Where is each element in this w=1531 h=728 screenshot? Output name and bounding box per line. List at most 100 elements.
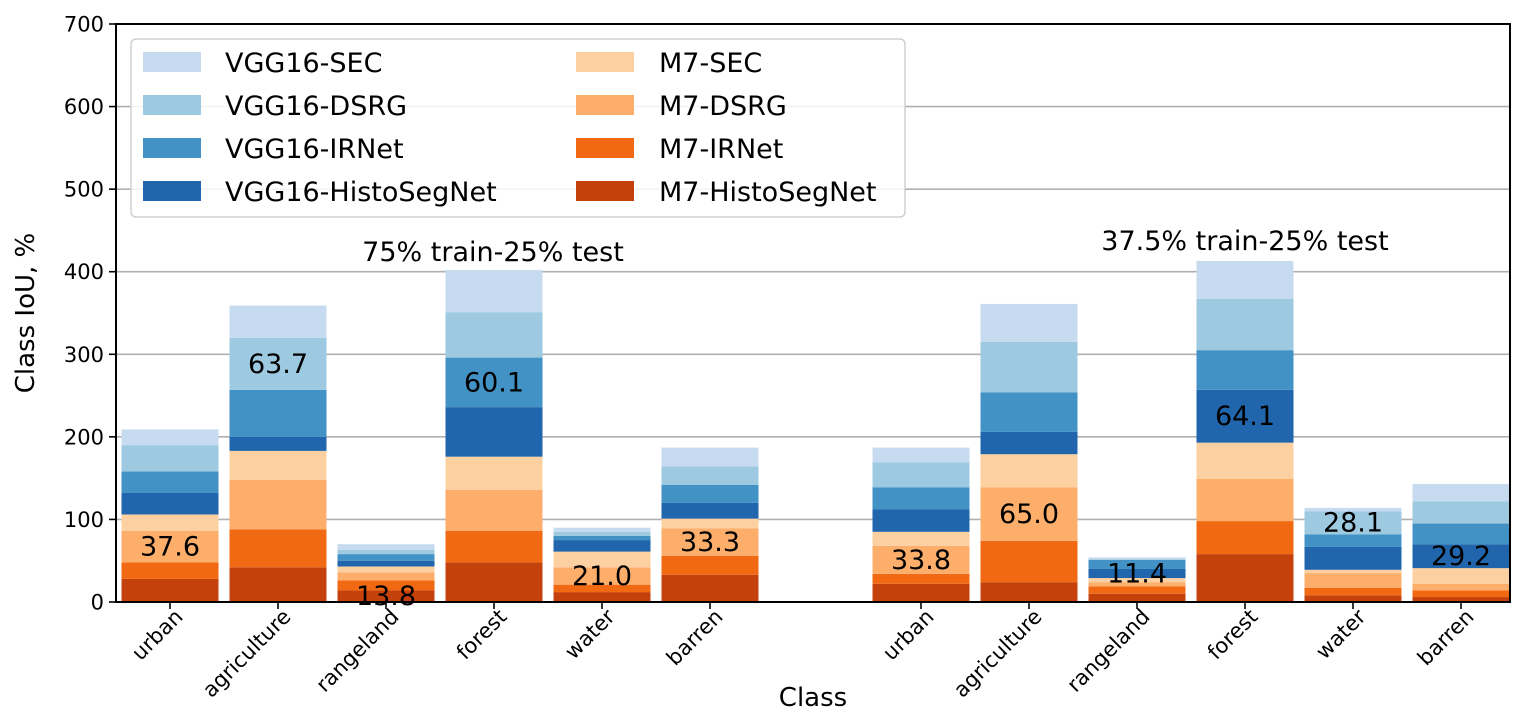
bar-vgg16-sec-water [553, 527, 651, 532]
bar-m7-sec-urban [121, 514, 219, 531]
bar-vgg16-histosegnet-barren [1412, 544, 1510, 569]
bar-m7-irnet-agriculture [980, 540, 1078, 583]
data-label: 29.2 [1431, 541, 1491, 572]
bar-m7-irnet-rangeland [337, 580, 435, 591]
x-tick-label: urban [127, 605, 187, 665]
bar-vgg16-sec-agriculture [980, 303, 1078, 342]
bar-vgg16-sec-barren [661, 447, 759, 467]
bar-m7-dsrg-agriculture [229, 479, 327, 530]
bar-vgg16-histosegnet-urban [872, 509, 970, 532]
group-titles: 75% train-25% test 37.5% train-25% test [362, 226, 1389, 268]
bar-vgg16-histosegnet-agriculture [229, 436, 327, 451]
bar-vgg16-dsrg-forest [445, 312, 543, 358]
bar-m7-histosegnet-agriculture [980, 582, 1078, 602]
bar-m7-dsrg-forest [1196, 478, 1294, 522]
bar-vgg16-dsrg-water [553, 531, 651, 536]
bar-vgg16-histosegnet-forest [1196, 389, 1294, 443]
y-axis-ticks: 0 100 200 300 400 500 600 700 [64, 13, 116, 615]
legend-swatch-vgg16-sec [143, 52, 201, 72]
bar-vgg16-irnet-water [553, 535, 651, 541]
bar-m7-histosegnet-urban [872, 583, 970, 602]
bar-vgg16-irnet-urban [121, 471, 219, 494]
bar-m7-sec-agriculture [980, 454, 1078, 488]
y-tick-label: 600 [64, 95, 104, 119]
legend-label-m7-sec: M7-SEC [659, 48, 762, 79]
y-tick-label: 200 [64, 425, 104, 449]
data-label: 33.8 [891, 545, 951, 576]
bar-m7-dsrg-urban [121, 530, 219, 563]
bar-vgg16-histosegnet-water [1304, 546, 1402, 570]
bar-m7-dsrg-rangeland [1088, 582, 1186, 587]
legend-swatch-vgg16-dsrg [143, 95, 201, 115]
bar-vgg16-sec-forest [1196, 260, 1294, 299]
data-label: 65.0 [999, 499, 1059, 530]
bar-m7-sec-water [1304, 569, 1402, 574]
plot-frame [115, 23, 1511, 603]
bar-vgg16-sec-forest [445, 270, 543, 313]
bar-vgg16-dsrg-urban [872, 462, 970, 488]
bar-vgg16-histosegnet-forest [445, 407, 543, 457]
bar-vgg16-irnet-rangeland [1088, 559, 1186, 569]
bar-vgg16-irnet-water [1304, 534, 1402, 547]
legend-label-m7-dsrg: M7-DSRG [659, 91, 787, 122]
legend-swatch-m7-irnet [576, 138, 634, 158]
x-tick-label: water [1311, 604, 1371, 664]
bar-vgg16-irnet-forest [1196, 350, 1294, 390]
bar-vgg16-histosegnet-rangeland [337, 560, 435, 567]
bar-vgg16-dsrg-agriculture [980, 341, 1078, 393]
x-tick-label: urban [878, 605, 938, 665]
data-label: 21.0 [572, 561, 632, 592]
x-tick-label: rangeland [1062, 605, 1154, 697]
bar-m7-histosegnet-forest [1196, 554, 1294, 602]
x-tick-label: forest [452, 605, 512, 665]
data-label: 37.6 [140, 532, 200, 563]
bar-m7-sec-barren [1412, 568, 1510, 584]
legend-swatch-vgg16-irnet [143, 138, 201, 158]
data-label: 28.1 [1323, 508, 1383, 539]
y-axis-label: Class IoU, % [11, 233, 41, 394]
bar-vgg16-sec-rangeland [337, 544, 435, 550]
legend-label-vgg16-dsrg: VGG16-DSRG [225, 91, 407, 122]
bar-m7-histosegnet-rangeland [337, 590, 435, 602]
legend-swatch-vgg16-histosegnet [143, 181, 201, 201]
bar-vgg16-dsrg-barren [661, 466, 759, 485]
bar-vgg16-dsrg-urban [121, 445, 219, 472]
data-label: 11.4 [1107, 559, 1167, 590]
bar-vgg16-histosegnet-rangeland [1088, 568, 1186, 579]
bar-vgg16-sec-urban [121, 429, 219, 446]
bar-m7-sec-forest [445, 456, 543, 490]
legend-swatch-m7-dsrg [576, 95, 634, 115]
bar-vgg16-irnet-urban [872, 487, 970, 510]
legend-label-vgg16-sec: VGG16-SEC [225, 48, 382, 79]
bar-m7-sec-barren [661, 518, 759, 529]
bar-vgg16-sec-water [1304, 507, 1402, 512]
bar-m7-dsrg-rangeland [337, 572, 435, 581]
bar-m7-histosegnet-rangeland [1088, 593, 1186, 602]
data-label: 33.3 [680, 527, 740, 558]
data-label: 60.1 [464, 367, 524, 398]
y-tick-label: 500 [64, 178, 104, 202]
x-tick-label: barren [662, 605, 728, 671]
bar-vgg16-histosegnet-agriculture [980, 431, 1078, 455]
bar-vgg16-dsrg-water [1304, 511, 1402, 535]
data-labels: 37.6 63.7 13.8 60.1 21.0 33.3 33.8 65.0 11.4 64.1… [140, 349, 1491, 612]
bar-m7-irnet-urban [872, 573, 970, 584]
y-tick-label: 300 [64, 343, 104, 367]
bar-m7-histosegnet-urban [121, 578, 219, 602]
bar-vgg16-dsrg-rangeland [337, 549, 435, 555]
legend-label-vgg16-histosegnet: VGG16-HistoSegNet [225, 177, 497, 208]
data-label: 64.1 [1215, 401, 1275, 432]
bar-vgg16-irnet-barren [1412, 523, 1510, 545]
bar-m7-irnet-urban [121, 562, 219, 579]
bar-m7-sec-urban [872, 531, 970, 546]
y-tick-label: 400 [64, 260, 104, 284]
bar-m7-dsrg-agriculture [980, 487, 1078, 541]
bar-m7-histosegnet-barren [1412, 597, 1510, 602]
data-label: 13.8 [356, 581, 416, 612]
x-tick-label: barren [1413, 605, 1479, 671]
bar-m7-sec-agriculture [229, 450, 327, 480]
bar-vgg16-sec-rangeland [1088, 557, 1186, 560]
legend: VGG16-SEC VGG16-DSRG VGG16-IRNet VGG16-Hist… [130, 38, 906, 218]
bar-vgg16-histosegnet-urban [121, 493, 219, 515]
